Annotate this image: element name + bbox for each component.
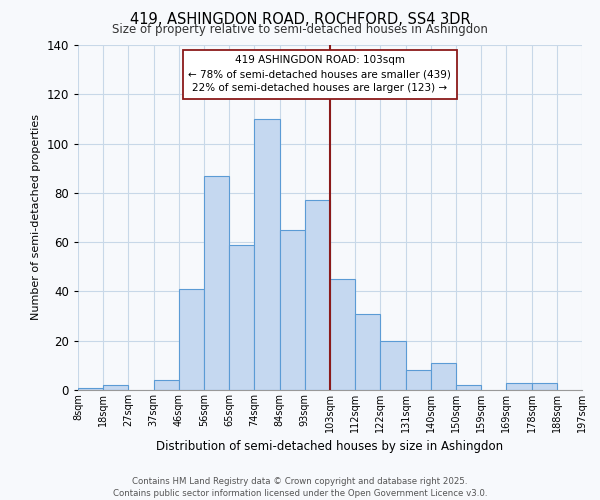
Bar [280,230,305,390]
Bar [406,370,431,390]
Bar [179,289,204,390]
Bar [305,200,330,390]
Text: Contains HM Land Registry data © Crown copyright and database right 2025.
Contai: Contains HM Land Registry data © Crown c… [113,476,487,498]
Bar [229,244,254,390]
Bar [532,382,557,390]
Bar [330,279,355,390]
Y-axis label: Number of semi-detached properties: Number of semi-detached properties [31,114,41,320]
Bar [78,388,103,390]
Text: 419 ASHINGDON ROAD: 103sqm
← 78% of semi-detached houses are smaller (439)
22% o: 419 ASHINGDON ROAD: 103sqm ← 78% of semi… [188,56,451,94]
X-axis label: Distribution of semi-detached houses by size in Ashingdon: Distribution of semi-detached houses by … [157,440,503,454]
Bar [154,380,179,390]
Bar [380,340,406,390]
Bar [431,363,456,390]
Bar [254,119,280,390]
Text: 419, ASHINGDON ROAD, ROCHFORD, SS4 3DR: 419, ASHINGDON ROAD, ROCHFORD, SS4 3DR [130,12,470,28]
Bar [204,176,229,390]
Bar [355,314,380,390]
Bar [506,382,532,390]
Bar [456,385,481,390]
Text: Size of property relative to semi-detached houses in Ashingdon: Size of property relative to semi-detach… [112,22,488,36]
Bar [103,385,128,390]
